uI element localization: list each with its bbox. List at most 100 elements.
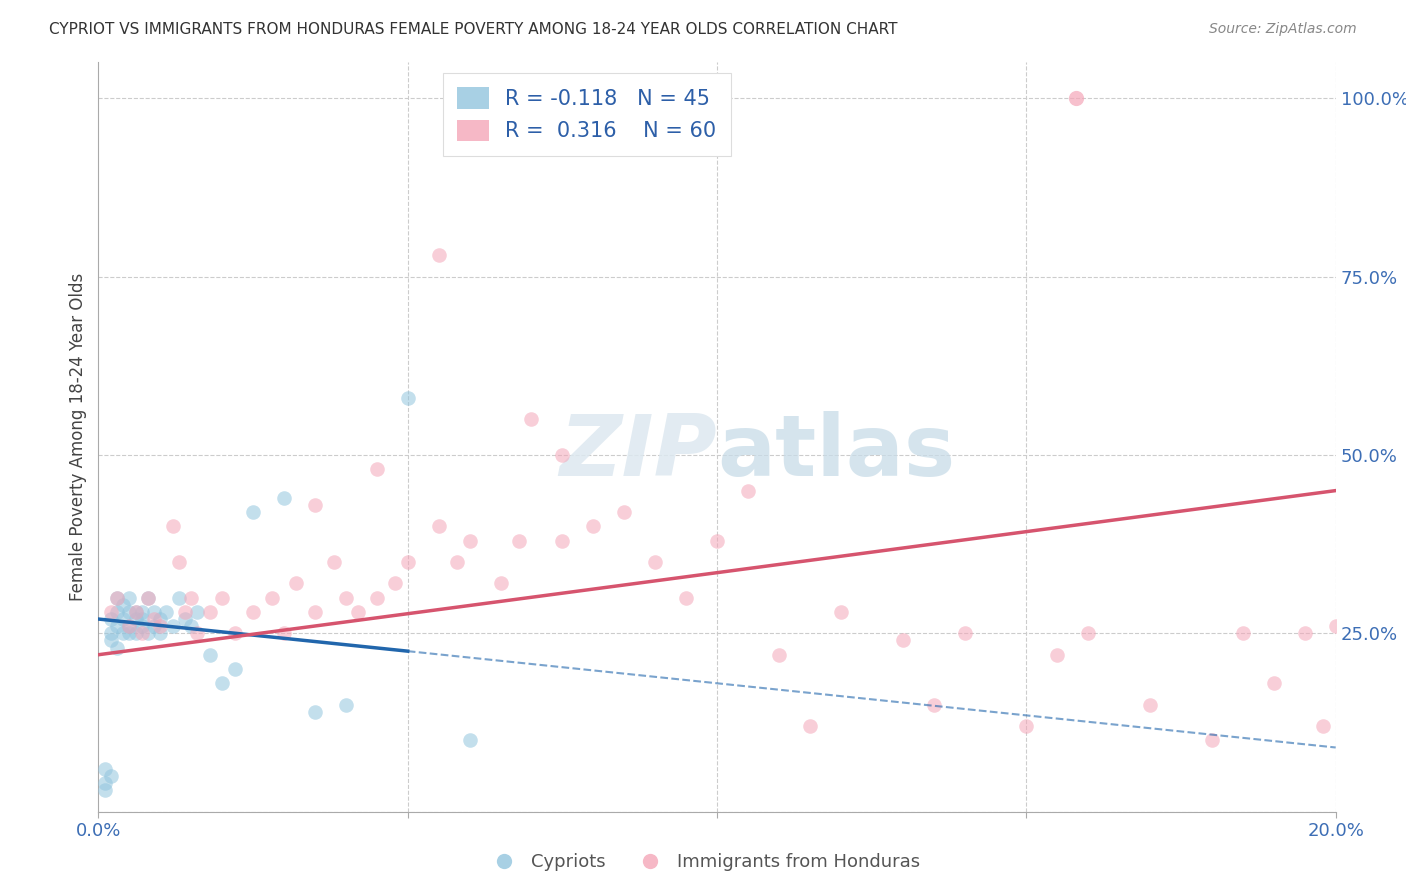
Point <box>304 605 326 619</box>
Point <box>347 605 370 619</box>
Point <box>396 555 419 569</box>
Point <box>136 591 159 605</box>
Point <box>100 633 122 648</box>
Point <box>198 648 221 662</box>
Point <box>242 505 264 519</box>
Point <box>1263 676 1285 690</box>
Point <box>613 505 636 519</box>
Point <box>112 598 135 612</box>
Point <box>1077 626 1099 640</box>
Point <box>520 412 543 426</box>
Point <box>118 619 141 633</box>
Point <box>149 626 172 640</box>
Point <box>768 648 790 662</box>
Point <box>551 448 574 462</box>
Point <box>304 498 326 512</box>
Point <box>93 776 115 790</box>
Point <box>198 605 221 619</box>
Point <box>675 591 697 605</box>
Point <box>186 626 208 640</box>
Point <box>100 769 122 783</box>
Point <box>458 733 481 747</box>
Point <box>706 533 728 548</box>
Text: Source: ZipAtlas.com: Source: ZipAtlas.com <box>1209 22 1357 37</box>
Point <box>162 619 184 633</box>
Point <box>131 619 153 633</box>
Point <box>143 612 166 626</box>
Point <box>644 555 666 569</box>
Point <box>93 783 115 797</box>
Point <box>273 626 295 640</box>
Point <box>273 491 295 505</box>
Point <box>1201 733 1223 747</box>
Point <box>1312 719 1334 733</box>
Point <box>551 533 574 548</box>
Point <box>105 640 128 655</box>
Legend: Cypriots, Immigrants from Honduras: Cypriots, Immigrants from Honduras <box>478 847 928 879</box>
Point <box>100 626 122 640</box>
Point <box>131 626 153 640</box>
Point <box>118 591 141 605</box>
Point <box>149 619 172 633</box>
Point <box>105 591 128 605</box>
Point <box>335 698 357 712</box>
Point <box>1064 91 1087 105</box>
Point <box>304 705 326 719</box>
Point <box>285 576 308 591</box>
Point <box>830 605 852 619</box>
Point <box>155 605 177 619</box>
Point <box>242 605 264 619</box>
Point <box>105 619 128 633</box>
Text: atlas: atlas <box>717 410 955 493</box>
Point <box>131 605 153 619</box>
Point <box>112 612 135 626</box>
Point <box>582 519 605 533</box>
Point <box>1015 719 1038 733</box>
Point <box>143 605 166 619</box>
Point <box>105 605 128 619</box>
Point <box>167 555 190 569</box>
Point <box>131 612 153 626</box>
Point <box>186 605 208 619</box>
Point <box>143 619 166 633</box>
Point <box>799 719 821 733</box>
Point <box>162 519 184 533</box>
Point <box>118 605 141 619</box>
Point <box>508 533 530 548</box>
Point <box>427 519 450 533</box>
Point <box>446 555 468 569</box>
Legend: R = -0.118   N = 45, R =  0.316    N = 60: R = -0.118 N = 45, R = 0.316 N = 60 <box>443 73 731 156</box>
Point <box>124 605 146 619</box>
Point <box>136 626 159 640</box>
Point <box>149 612 172 626</box>
Text: CYPRIOT VS IMMIGRANTS FROM HONDURAS FEMALE POVERTY AMONG 18-24 YEAR OLDS CORRELA: CYPRIOT VS IMMIGRANTS FROM HONDURAS FEMA… <box>49 22 897 37</box>
Point <box>1046 648 1069 662</box>
Point <box>1324 619 1347 633</box>
Point <box>427 248 450 262</box>
Point <box>124 605 146 619</box>
Point <box>1294 626 1316 640</box>
Point <box>167 591 190 605</box>
Text: ZIP: ZIP <box>560 410 717 493</box>
Point <box>224 662 246 676</box>
Point <box>100 605 122 619</box>
Point <box>384 576 406 591</box>
Point <box>93 762 115 776</box>
Point <box>366 591 388 605</box>
Point <box>922 698 945 712</box>
Point <box>180 619 202 633</box>
Point <box>335 591 357 605</box>
Point <box>458 533 481 548</box>
Point <box>396 391 419 405</box>
Point <box>953 626 976 640</box>
Point <box>1139 698 1161 712</box>
Point <box>136 591 159 605</box>
Point <box>124 626 146 640</box>
Point <box>100 612 122 626</box>
Point <box>489 576 512 591</box>
Y-axis label: Female Poverty Among 18-24 Year Olds: Female Poverty Among 18-24 Year Olds <box>69 273 87 601</box>
Point <box>366 462 388 476</box>
Point <box>211 591 233 605</box>
Point <box>118 626 141 640</box>
Point <box>260 591 283 605</box>
